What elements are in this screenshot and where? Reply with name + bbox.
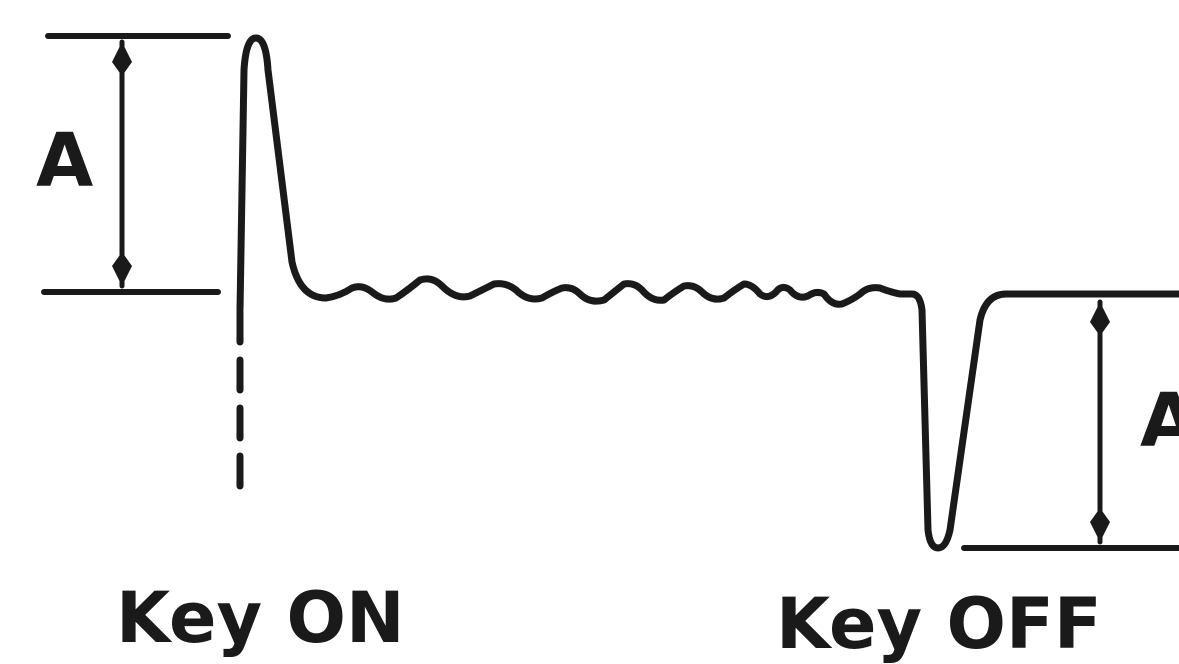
- waveform-trace: [236, 34, 1179, 552]
- left-top-arrowhead: [112, 42, 132, 76]
- key-off-label: Key OFF: [776, 583, 1102, 664]
- right-bottom-arrowhead: [1090, 508, 1110, 542]
- key-on-label: Key ON: [116, 577, 405, 659]
- left-bottom-arrowhead: [112, 252, 132, 286]
- right-amplitude-label: A: [1140, 378, 1179, 464]
- left-amplitude-label: A: [36, 118, 93, 204]
- right-top-arrowhead: [1090, 302, 1110, 336]
